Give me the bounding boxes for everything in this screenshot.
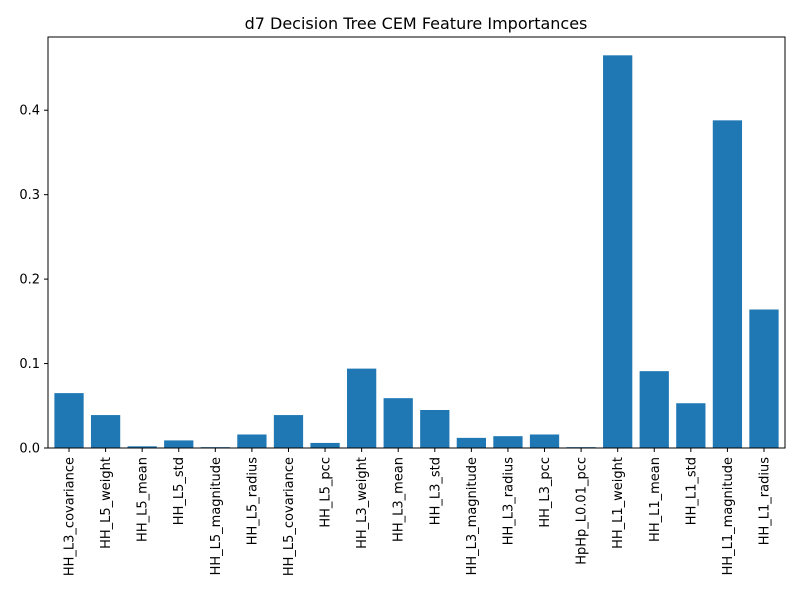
bar-HH_L3_pcc (529, 434, 560, 448)
x-tick-label: HH_L5_std (172, 457, 187, 525)
x-tick-label: HH_L3_pcc (538, 457, 553, 528)
x-tick-label: HH_L3_mean (392, 457, 407, 542)
bar-HH_L3_std (420, 409, 450, 448)
bars-group (54, 55, 779, 449)
x-tick-label: HH_L3_covariance (63, 457, 78, 576)
bar-HH_L1_weight (603, 55, 633, 449)
bar-HH_L3_radius (493, 436, 523, 448)
bar-HH_L1_radius (749, 309, 779, 448)
x-tick-label: HH_L5_covariance (282, 457, 297, 576)
bar-HH_L3_covariance (54, 393, 84, 448)
y-axis: 0.0 0.1 0.2 0.3 0.4 (19, 104, 48, 457)
x-tick-label: HH_L5_magnitude (209, 457, 224, 575)
x-tick-label: HH_L3_weight (355, 457, 370, 549)
y-tick-label: 0.0 (19, 442, 40, 457)
chart-title: d7 Decision Tree CEM Feature Importances (245, 14, 588, 33)
x-tick-label: HH_L1_radius (757, 457, 772, 545)
x-tick-label: HH_L3_std (428, 457, 443, 525)
y-tick-label: 0.1 (19, 357, 40, 372)
bar-HH_L3_mean (383, 398, 413, 448)
bar-HH_L5_pcc (310, 442, 340, 448)
bar-HH_L5_mean (127, 446, 157, 448)
plot-frame (47, 36, 786, 449)
x-tick-label: HH_L5_mean (136, 457, 151, 542)
x-tick-label: HH_L5_weight (99, 457, 114, 549)
x-tick-label: HH_L5_pcc (319, 457, 334, 528)
bar-HH_L5_radius (237, 434, 267, 448)
y-tick-label: 0.4 (19, 104, 40, 119)
bar-HH_L1_std (676, 403, 706, 448)
bar-HH_L5_std (164, 440, 194, 448)
bar-HH_L5_covariance (273, 415, 304, 448)
x-tick-label: HH_L5_radius (245, 457, 260, 545)
x-tick-label: HH_L1_magnitude (721, 457, 736, 575)
bar-HH_L3_magnitude (456, 437, 486, 448)
x-tick-label: HH_L3_magnitude (465, 457, 480, 575)
bar-HH_L1_mean (639, 371, 669, 448)
bar-HH_L1_magnitude (712, 120, 743, 448)
x-tick-label: HH_L1_weight (611, 457, 626, 549)
bar-HH_L3_weight (347, 368, 377, 448)
x-tick-label: HH_L1_mean (648, 457, 663, 542)
x-tick-label: HH_L3_radius (501, 457, 516, 545)
x-axis: HH_L3_covariance HH_L5_weight HH_L5_mean HH… (63, 448, 772, 576)
y-tick-label: 0.3 (19, 188, 40, 203)
x-tick-label: HpHp_L0.01_pcc (575, 457, 590, 565)
y-tick-label: 0.2 (19, 273, 40, 288)
x-tick-label: HH_L1_std (684, 457, 699, 525)
bar-HH_L5_weight (90, 415, 121, 448)
